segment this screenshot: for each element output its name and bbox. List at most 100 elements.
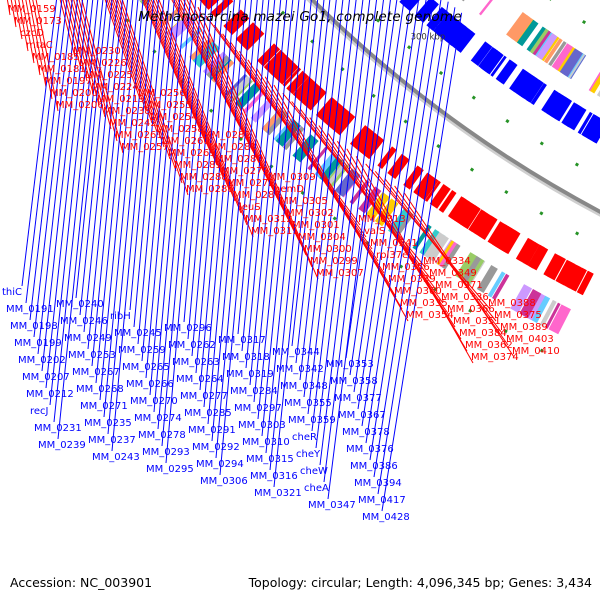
reverse-leader: [29, 0, 68, 321]
reverse-gene-label: MM_0270: [130, 396, 178, 407]
forward-gene-label: MM_0362: [465, 340, 513, 351]
reverse-gene-label: MM_0294: [196, 459, 244, 470]
reverse-gene-label: MM_0284: [230, 386, 278, 397]
forward-gene-178: [565, 264, 581, 289]
forward-leader: [273, 84, 409, 322]
reverse-category-90: [532, 30, 552, 56]
reverse-leader: [187, 0, 219, 340]
reverse-leader: [373, 1, 449, 478]
reverse-category-4: [596, 89, 600, 97]
reverse-leader: [25, 0, 63, 304]
reverse-gene-69: [433, 12, 454, 36]
forward-gene-label: MM_0185: [32, 52, 80, 63]
reverse-leader: [21, 0, 58, 287]
reverse-gene-label: MM_0319: [226, 369, 274, 380]
forward-leader: [394, 185, 509, 346]
reverse-category-14: [506, 12, 530, 40]
reverse-gene-label: MM_0263: [172, 357, 220, 368]
forward-gene-label: MM_0349: [429, 268, 477, 279]
reverse-gene-label: MM_0318: [222, 352, 270, 363]
reverse-gene-label: MM_0316: [250, 471, 298, 482]
reverse-leader: [357, 0, 420, 410]
reverse-gene-label: MM_0378: [342, 427, 390, 438]
reverse-leader: [361, 0, 427, 427]
reverse-gene-label: MM_0417: [358, 495, 406, 506]
reverse-gene-label: MM_0253: [68, 350, 116, 361]
forward-gene-label: MM_0299: [310, 256, 358, 267]
reverse-category-31: [588, 71, 600, 92]
forward-gene-label: MM_0269: [168, 148, 216, 159]
forward-category-23: [544, 302, 561, 329]
reverse-gene-label: MM_0347: [308, 500, 356, 511]
reverse-gene-label: MM_0355: [284, 398, 332, 409]
reverse-leader: [137, 0, 170, 345]
forward-gene-label: MM_0305: [280, 196, 328, 207]
reverse-leader: [299, 0, 344, 381]
forward-category-71: [492, 273, 510, 300]
reverse-gene-label: MM_0295: [146, 464, 194, 475]
forward-gene-label: MM_0261: [115, 130, 163, 141]
reverse-leader: [49, 0, 94, 406]
forward-category-135: [455, 252, 479, 281]
forward-leader: [403, 192, 515, 358]
forward-leader: [32, 0, 53, 100]
reverse-gene-label: MM_0249: [64, 333, 112, 344]
forward-leader: [104, 0, 141, 100]
forward-gene-label: MM_0336: [441, 292, 489, 303]
forward-gene-146: [240, 26, 265, 51]
forward-gene-139: [278, 63, 299, 85]
reverse-leader: [145, 0, 181, 379]
forward-leader: [141, 0, 206, 142]
forward-gene-label: MM_0356: [382, 262, 430, 273]
reverse-leader: [269, 0, 319, 471]
forward-leader: [186, 0, 307, 256]
forward-leader: [73, 0, 106, 118]
forward-gene-label: MM_0388: [488, 298, 536, 309]
reverse-gene-label: MM_0293: [142, 447, 190, 458]
reverse-gene-label: MM_0376: [346, 444, 394, 455]
reverse-category-95: [536, 33, 558, 60]
forward-leader: [180, 0, 295, 232]
forward-gene-label: MM_0281: [209, 142, 257, 153]
reverse-leader: [365, 0, 434, 444]
reverse-leader: [237, 0, 270, 335]
reverse-leader: [253, 0, 294, 403]
forward-category-12: [548, 304, 571, 335]
reverse-leader: [199, 0, 235, 391]
forward-leader: [148, 0, 230, 190]
reverse-gene-label: MM_0199: [14, 338, 62, 349]
reverse-category-92: [555, 45, 578, 74]
reverse-gene-112: [526, 80, 544, 103]
map-title: Methanosarcina mazei Go1, complete genom…: [138, 9, 462, 25]
forward-gene-179: [461, 205, 480, 229]
forward-category-113: [394, 212, 414, 238]
forward-gene-label: MM_0384: [459, 328, 507, 339]
forward-gene-label: MM_0301: [292, 220, 340, 231]
reverse-gene-label: MM_0344: [272, 347, 320, 358]
reverse-leader: [291, 0, 331, 347]
forward-gene-label: MM_0230: [73, 46, 121, 57]
forward-gene-label: czcD: [20, 28, 44, 39]
reverse-leader: [241, 0, 276, 352]
reverse-gene-label: MM_0277: [180, 391, 228, 402]
forward-gene-label: mtaC: [26, 40, 53, 51]
forward-category-56: [225, 73, 249, 98]
reverse-gene-145: [490, 55, 507, 77]
reverse-category-115: [479, 0, 493, 16]
reverse-category-60: [548, 40, 567, 67]
reverse-gene-208: [482, 49, 501, 72]
reverse-gene-134: [470, 41, 493, 67]
reverse-gene-label: MM_0353: [326, 359, 374, 370]
reverse-leader: [203, 0, 241, 408]
forward-gene-19: [429, 184, 451, 209]
reverse-leader: [249, 0, 288, 386]
reverse-gene-label: MM_0306: [200, 476, 248, 487]
forward-leader: [106, 0, 147, 112]
forward-gene-125: [363, 135, 384, 160]
reverse-category-103: [551, 43, 573, 71]
forward-gene-label: MM_0375: [494, 310, 542, 321]
forward-category-125: [283, 126, 305, 151]
forward-gene-180: [523, 242, 540, 266]
reverse-gene-82: [561, 102, 581, 127]
